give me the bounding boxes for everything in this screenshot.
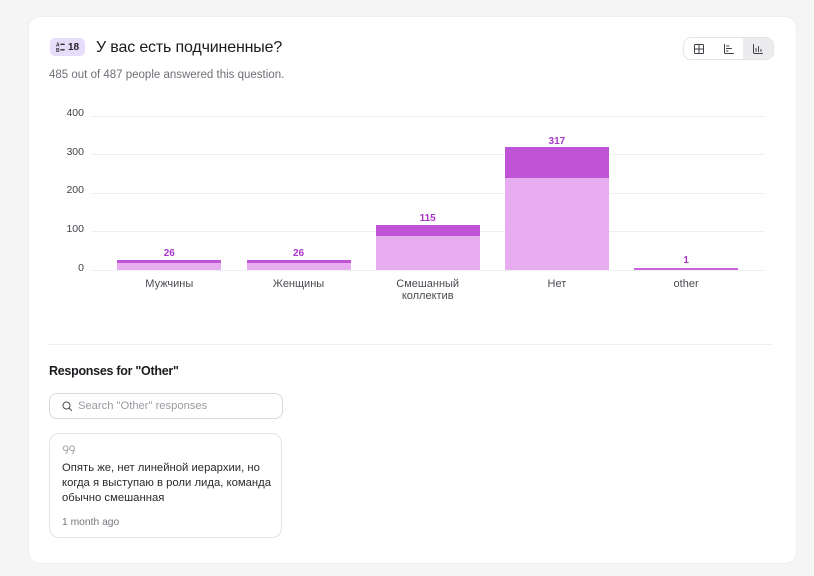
svg-text:A: A: [56, 42, 60, 48]
svg-text:B: B: [56, 48, 60, 53]
